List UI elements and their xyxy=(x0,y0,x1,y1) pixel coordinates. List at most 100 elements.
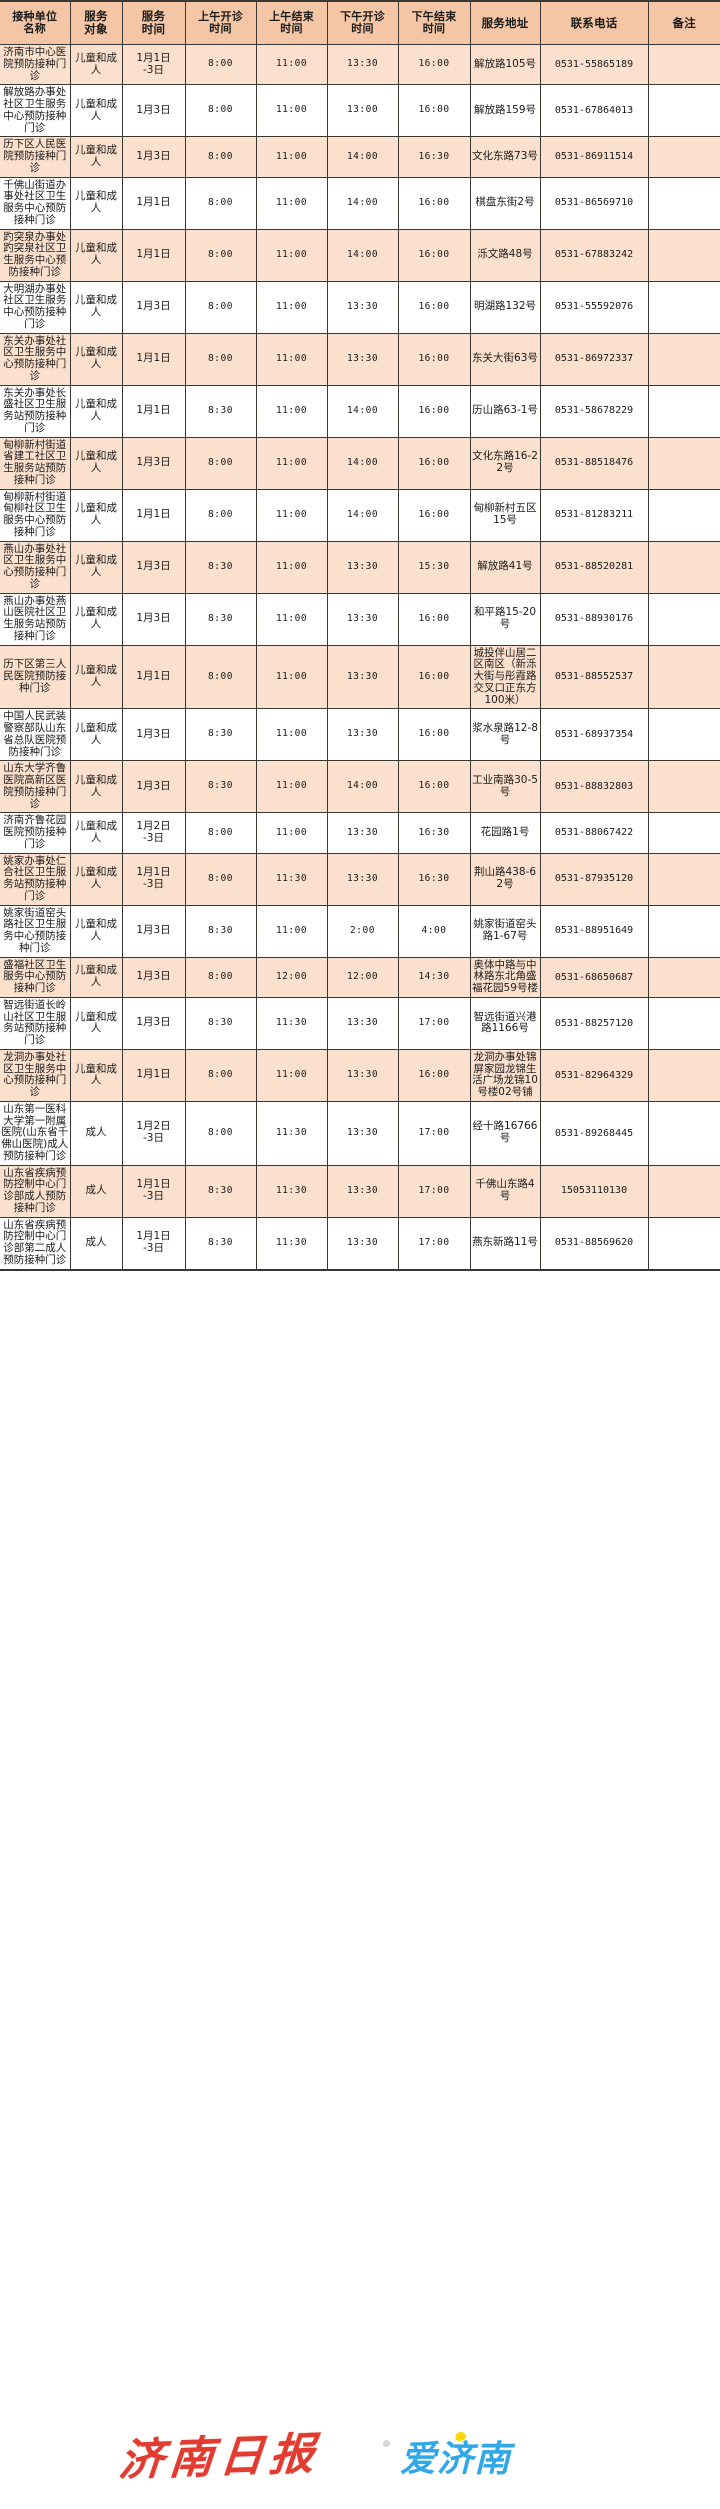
cell-tel: 0531-89268445 xyxy=(540,1101,649,1166)
cell-tel: 0531-88569620 xyxy=(540,1217,649,1270)
column-header-addr: 服务地址 xyxy=(470,1,541,45)
cell-tel: 0531-82964329 xyxy=(540,1049,649,1102)
cell-tel: 0531-88930176 xyxy=(540,593,649,646)
cell-ame: 12:00 xyxy=(256,957,328,998)
table-row: 甸柳新村街道甸柳社区卫生服务中心预防接种门诊 儿童和成人 1月1日 8:00 11:00… xyxy=(0,489,720,542)
cell-unit: 解放路办事处社区卫生服务中心预防接种门诊 xyxy=(0,84,71,138)
cell-aud: 成人 xyxy=(70,1101,123,1166)
cell-ame: 11:00 xyxy=(256,437,328,490)
cell-ame: 11:00 xyxy=(256,84,328,138)
cell-addr: 文化东路16-22号 xyxy=(470,437,541,490)
cell-addr: 东关大街63号 xyxy=(470,333,541,386)
cell-aud: 儿童和成人 xyxy=(70,905,123,958)
cell-pme: 16:00 xyxy=(398,645,471,710)
cell-addr: 经十路16766号 xyxy=(470,1101,541,1166)
cell-pms: 12:00 xyxy=(327,957,399,998)
cell-addr: 和平路15-20号 xyxy=(470,593,541,646)
cell-pme: 17:00 xyxy=(398,1101,471,1166)
cell-pme: 17:00 xyxy=(398,1165,471,1218)
cell-unit: 大明湖办事处社区卫生服务中心预防接种门诊 xyxy=(0,281,71,334)
cell-unit: 济南市中心医院预防接种门诊 xyxy=(0,44,71,86)
cell-note xyxy=(648,437,720,490)
cell-pms: 13:30 xyxy=(327,281,399,334)
cell-note xyxy=(648,905,720,958)
cell-aud: 儿童和成人 xyxy=(70,281,123,334)
cell-tel: 0531-67864013 xyxy=(540,84,649,138)
jinan-daily-watermark: 济南日报 xyxy=(116,2428,323,2487)
cell-ams: 8:00 xyxy=(185,437,257,490)
header-row: 接种单位 名称 服务 对象 服务 时间 上午开诊 时间 上午结束 时间 下午开诊 时间 下午… xyxy=(0,1,720,45)
cell-aud: 儿童和成人 xyxy=(70,333,123,386)
cell-ams: 8:00 xyxy=(185,84,257,138)
table-row: 千佛山街道办事处社区卫生服务中心预防接种门诊 儿童和成人 1月1日 8:00 11:00… xyxy=(0,177,720,230)
cell-date: 1月2日 -3日 xyxy=(122,812,186,854)
column-header-ame: 上午结束 时间 xyxy=(256,1,328,45)
cell-tel: 0531-86911514 xyxy=(540,136,649,178)
table-row: 姚家街道窑头路社区卫生服务中心预防接种门诊 儿童和成人 1月3日 8:30 11:00 2… xyxy=(0,905,720,958)
cell-ams: 8:00 xyxy=(185,853,257,906)
cell-ams: 8:30 xyxy=(185,997,257,1050)
cell-ame: 11:00 xyxy=(256,385,328,438)
ai-jinan-watermark-text: 爱济南 xyxy=(400,2439,512,2480)
cell-ams: 8:00 xyxy=(185,177,257,230)
cell-addr: 解放路105号 xyxy=(470,44,541,86)
cell-pme: 16:00 xyxy=(398,84,471,138)
cell-pme: 16:00 xyxy=(398,44,471,86)
table-row: 智远街道长岭山社区卫生服务站预防接种门诊 儿童和成人 1月3日 8:30 11:30 13… xyxy=(0,997,720,1050)
cell-note xyxy=(648,645,720,710)
cell-tel: 0531-88067422 xyxy=(540,812,649,854)
cell-date: 1月3日 xyxy=(122,708,186,762)
cell-pme: 16:00 xyxy=(398,437,471,490)
cell-unit: 东关办事处长盛社区卫生服务站预防接种门诊 xyxy=(0,385,71,438)
cell-addr: 泺文路48号 xyxy=(470,229,541,282)
table-row: 山东第一医科大学第一附属医院(山东省千佛山医院)成人预防接种门诊 成人 1月2日 -… xyxy=(0,1101,720,1166)
cell-aud: 儿童和成人 xyxy=(70,541,123,594)
cell-tel: 0531-81283211 xyxy=(540,489,649,542)
cell-unit: 姚家街道窑头路社区卫生服务中心预防接种门诊 xyxy=(0,905,71,958)
cell-ams: 8:30 xyxy=(185,593,257,646)
cell-note xyxy=(648,177,720,230)
cell-unit: 千佛山街道办事处社区卫生服务中心预防接种门诊 xyxy=(0,177,71,230)
column-header-unit: 接种单位 名称 xyxy=(0,1,71,45)
table-row: 盛福社区卫生服务中心预防接种门诊 儿童和成人 1月3日 8:00 12:00 12:00 1… xyxy=(0,957,720,998)
cell-date: 1月3日 xyxy=(122,905,186,958)
cell-pme: 16:00 xyxy=(398,177,471,230)
cell-addr: 千佛山东路4号 xyxy=(470,1165,541,1218)
cell-note xyxy=(648,281,720,334)
table-row: 甸柳新村街道省建工社区卫生服务站预防接种门诊 儿童和成人 1月3日 8:00 11:00… xyxy=(0,437,720,490)
cell-date: 1月3日 xyxy=(122,136,186,178)
cell-pme: 16:30 xyxy=(398,853,471,906)
cell-date: 1月2日 -3日 xyxy=(122,1101,186,1166)
cell-tel: 0531-88518476 xyxy=(540,437,649,490)
cell-ams: 8:30 xyxy=(185,385,257,438)
cell-ame: 11:00 xyxy=(256,44,328,86)
cell-pms: 14:00 xyxy=(327,385,399,438)
table-row: 中国人民武装警察部队山东省总队医院预防接种门诊 儿童和成人 1月3日 8:30 11:0… xyxy=(0,708,720,762)
table-row: 山东大学齐鲁医院高新区医院预防接种门诊 儿童和成人 1月3日 8:30 11:00 14:… xyxy=(0,760,720,814)
cell-note xyxy=(648,136,720,178)
cell-date: 1月3日 xyxy=(122,437,186,490)
cell-unit: 盛福社区卫生服务中心预防接种门诊 xyxy=(0,957,71,998)
table-row: 趵突泉办事处趵突泉社区卫生服务中心预防接种门诊 儿童和成人 1月1日 8:00 11:0… xyxy=(0,229,720,282)
cell-ams: 8:30 xyxy=(185,905,257,958)
cell-aud: 成人 xyxy=(70,1217,123,1270)
cell-aud: 儿童和成人 xyxy=(70,853,123,906)
cell-date: 1月3日 xyxy=(122,593,186,646)
cell-ams: 8:30 xyxy=(185,708,257,762)
cell-ams: 8:30 xyxy=(185,760,257,814)
table-header: 接种单位 名称 服务 对象 服务 时间 上午开诊 时间 上午结束 时间 下午开诊 时间 下午… xyxy=(0,1,720,45)
cell-note xyxy=(648,333,720,386)
cell-date: 1月1日 -3日 xyxy=(122,1165,186,1218)
cell-pms: 14:00 xyxy=(327,136,399,178)
table-row: 解放路办事处社区卫生服务中心预防接种门诊 儿童和成人 1月3日 8:00 11:00 13… xyxy=(0,84,720,138)
cell-unit: 趵突泉办事处趵突泉社区卫生服务中心预防接种门诊 xyxy=(0,229,71,282)
cell-tel: 15053110130 xyxy=(540,1165,649,1218)
cell-date: 1月3日 xyxy=(122,281,186,334)
cell-pme: 15:30 xyxy=(398,541,471,594)
cell-ame: 11:30 xyxy=(256,1165,328,1218)
cell-ams: 8:00 xyxy=(185,489,257,542)
cell-unit: 济南齐鲁花园医院预防接种门诊 xyxy=(0,812,71,854)
cell-addr: 解放路41号 xyxy=(470,541,541,594)
cell-date: 1月3日 xyxy=(122,541,186,594)
cell-unit: 山东第一医科大学第一附属医院(山东省千佛山医院)成人预防接种门诊 xyxy=(0,1101,71,1166)
